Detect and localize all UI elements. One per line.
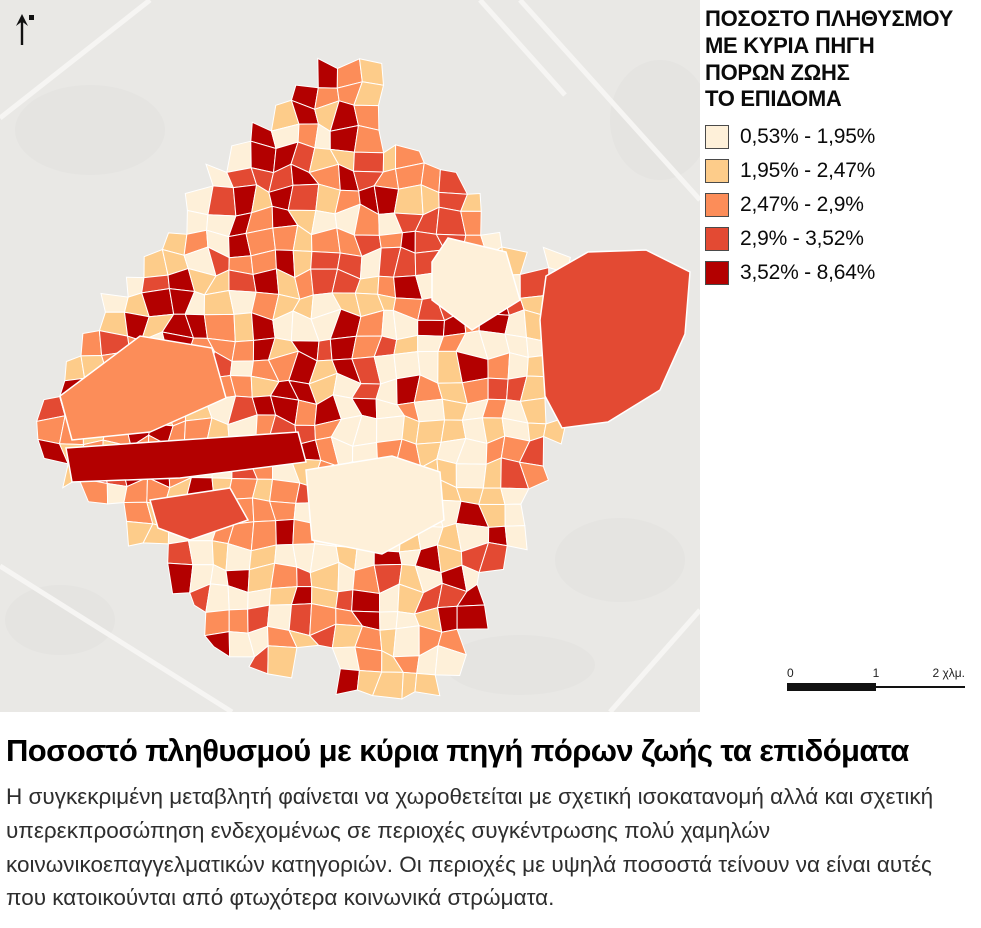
legend-title: ΠΟΣΟΣΤΟ ΠΛΗΘΥΣΜΟΥ ΜΕ ΚΥΡΙΑ ΠΗΓΗ ΠΟΡΩΝ ΖΩ… (705, 6, 954, 112)
legend-swatch (705, 125, 729, 150)
legend-swatch (705, 261, 729, 286)
legend-label: 2,47% - 2,9% (740, 193, 864, 217)
legend-label: 2,9% - 3,52% (740, 227, 864, 251)
caption-section: Ποσοστό πληθυσμού με κύρια πηγή πόρων ζω… (0, 712, 981, 915)
choropleth-map (0, 0, 700, 712)
scale-bar: 0 1 2 χλμ. (787, 666, 965, 692)
scale-tick-1: 1 (872, 666, 880, 680)
legend-item: 1,95% - 2,47% (705, 159, 977, 184)
legend-item: 2,47% - 2,9% (705, 193, 977, 218)
legend-item: 2,9% - 3,52% (705, 227, 977, 252)
scale-tick-0: 0 (787, 666, 794, 680)
map-section: ΠΟΣΟΣΤΟ ΠΛΗΘΥΣΜΟΥ ΜΕ ΚΥΡΙΑ ΠΗΓΗ ΠΟΡΩΝ ΖΩ… (0, 0, 977, 712)
legend-item: 3,52% - 8,64% (705, 261, 977, 286)
scale-bar-line (876, 686, 965, 688)
legend-swatch (705, 193, 729, 218)
caption-body: Η συγκεκριμένη μεταβλητή φαίνεται να χωρ… (6, 784, 934, 911)
scale-bar-solid (787, 683, 876, 691)
legend-swatch (705, 227, 729, 252)
legend-label: 0,53% - 1,95% (740, 125, 876, 149)
legend-items: 0,53% - 1,95% 1,95% - 2,47% 2,47% - 2,9% 2,… (705, 125, 977, 286)
map-legend: ΠΟΣΟΣΤΟ ΠΛΗΘΥΣΜΟΥ ΜΕ ΚΥΡΙΑ ΠΗΓΗ ΠΟΡΩΝ ΖΩ… (705, 6, 977, 295)
caption-title: Ποσοστό πληθυσμού με κύρια πηγή πόρων ζω… (6, 733, 909, 768)
scale-tick-2: 2 χλμ. (932, 666, 965, 680)
north-arrow-icon (16, 14, 34, 45)
legend-label: 1,95% - 2,47% (740, 159, 876, 183)
legend-label: 3,52% - 8,64% (740, 261, 876, 285)
legend-swatch (705, 159, 729, 184)
scale-bar-labels: 0 1 2 χλμ. (787, 666, 965, 681)
scale-bar-graphic (787, 683, 965, 692)
legend-item: 0,53% - 1,95% (705, 125, 977, 150)
